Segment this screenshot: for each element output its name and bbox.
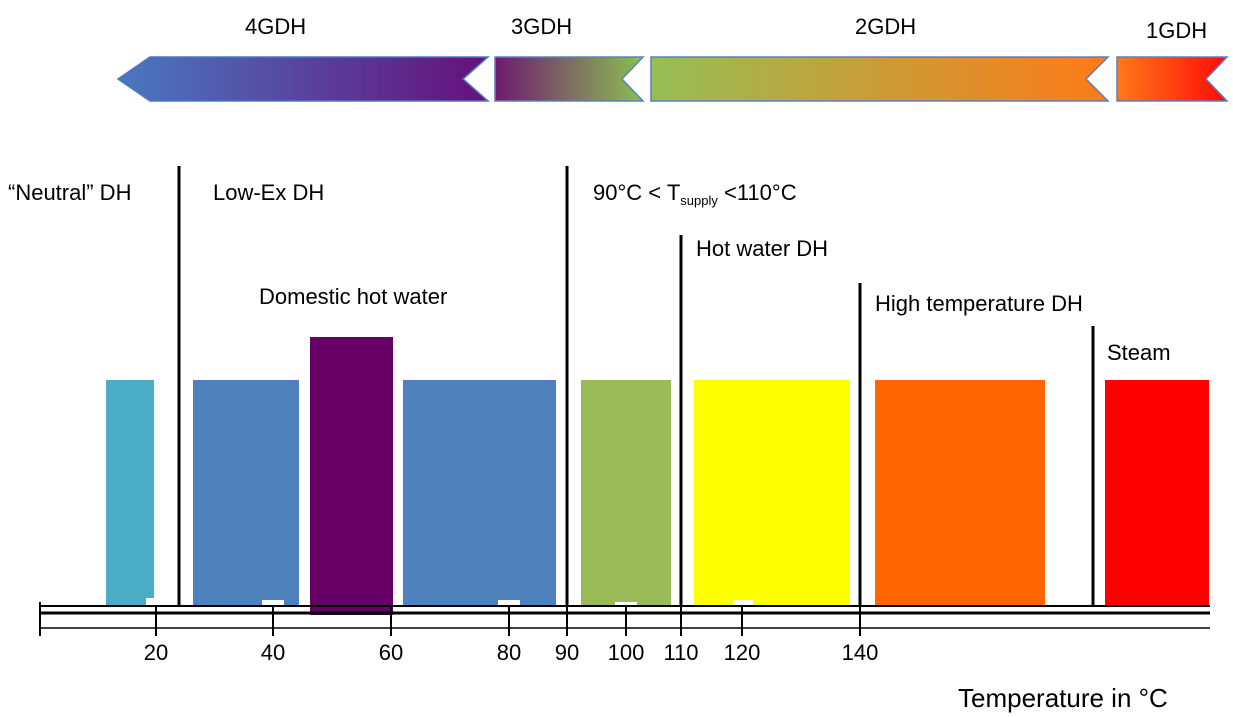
block-domestic-hot-water — [310, 337, 393, 615]
temperature-axis — [39, 602, 1210, 636]
label-1gdh: 1GDH — [1146, 18, 1208, 43]
tick-label-90: 90 — [554, 640, 580, 665]
label-supply-temperature-range: 90°C < Tsupply <110°C — [593, 180, 797, 208]
tick-label-140: 140 — [841, 640, 879, 665]
label-low-ex-dh: Low-Ex DH — [213, 180, 325, 205]
tick-label-20: 20 — [143, 640, 169, 665]
tick-label-120: 120 — [723, 640, 761, 665]
label-hot-water-dh: Hot water DH — [696, 236, 829, 261]
tick-label-40: 40 — [260, 640, 286, 665]
arrow-3gdh — [494, 56, 645, 102]
block-hot-water — [694, 380, 850, 606]
label-neutral-dh: “Neutral” DH — [8, 180, 132, 205]
separator-lines — [177, 166, 1095, 606]
label-2gdh: 2GDH — [855, 14, 917, 39]
block-high-temperature — [875, 380, 1045, 606]
label-steam: Steam — [1107, 340, 1171, 365]
block-lowex-left — [193, 380, 299, 606]
label-domestic-hot-water: Domestic hot water — [259, 284, 448, 309]
tick-label-110: 110 — [663, 640, 699, 665]
arrow-4gdh — [116, 56, 490, 102]
arrow-2gdh — [650, 56, 1110, 102]
block-lowex-right — [403, 380, 556, 606]
tick-notches — [146, 598, 753, 606]
label-high-temperature-dh: High temperature DH — [875, 291, 1083, 316]
arrow-1gdh — [1116, 56, 1229, 102]
supply-subscript: supply — [680, 193, 718, 208]
tick-label-80: 80 — [496, 640, 522, 665]
block-steam — [1105, 380, 1209, 606]
block-neutral — [106, 380, 154, 606]
supply-suffix: <110°C — [717, 180, 797, 205]
block-3gdh — [581, 380, 671, 606]
label-3gdh: 3GDH — [511, 14, 573, 39]
axis-title: Temperature in °C — [958, 683, 1168, 713]
label-4gdh: 4GDH — [245, 14, 307, 39]
tick-label-60: 60 — [378, 640, 404, 665]
tick-label-100: 100 — [607, 640, 645, 665]
supply-prefix: 90°C < T — [593, 180, 681, 205]
